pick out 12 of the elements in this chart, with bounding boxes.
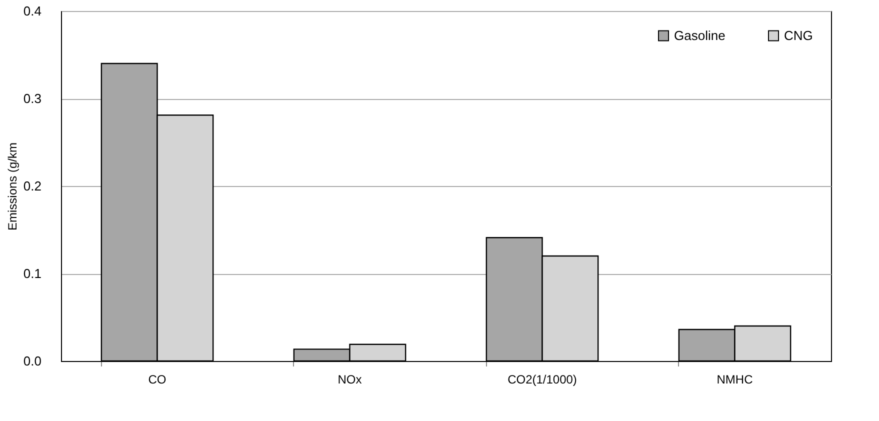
x-tick-label: CO [148,372,166,386]
y-tick-label: 0.4 [23,4,42,18]
y-tick-label: 0.0 [23,354,42,368]
y-axis-title: Emissions (g/km [5,142,20,231]
y-tick-label: 0.1 [23,266,42,281]
y-tick-label: 0.3 [23,91,42,106]
legend-label: CNG [784,28,813,43]
x-tick-label: NMHC [716,372,754,386]
legend-label: Gasoline [674,28,726,43]
x-tick-label: CO2(1/1000) [508,372,577,386]
y-tick-label: 0.2 [23,178,42,194]
x-tick-label: NOx [338,372,362,386]
